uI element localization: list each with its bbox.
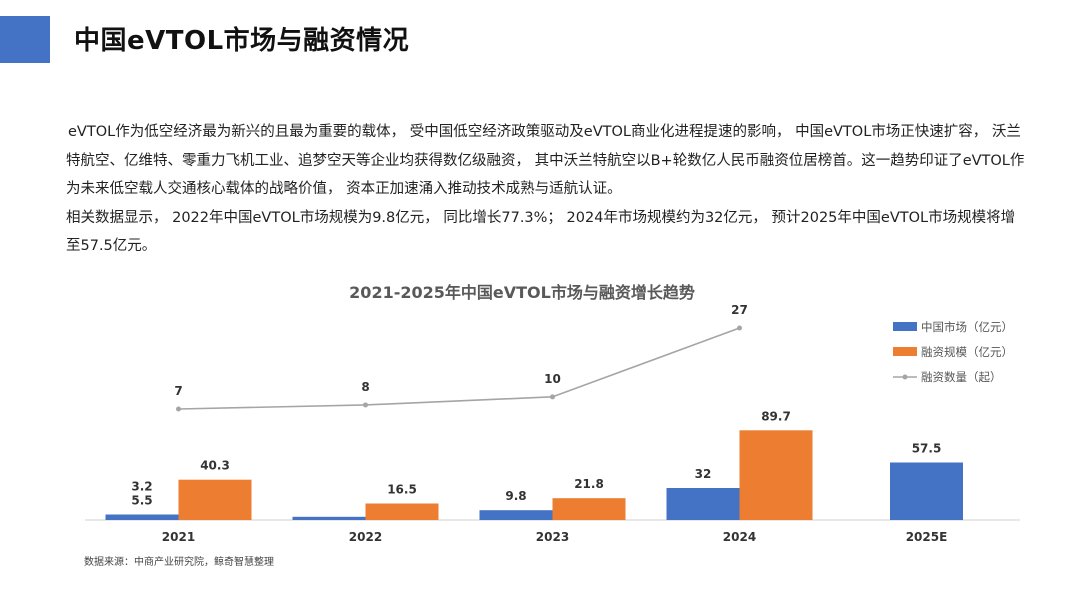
line-point	[550, 394, 555, 400]
bar-value-label: 89.7	[761, 409, 791, 423]
bar-financing	[739, 430, 813, 520]
chart-title: 2021-2025年中国eVTOL市场与融资增长趋势	[349, 283, 695, 302]
bar-value-label: 21.8	[574, 477, 604, 491]
bar-value-label: 57.5	[912, 442, 942, 456]
x-tick-label: 2025E	[906, 530, 948, 544]
bar-value-label: 9.8	[505, 489, 526, 503]
data-source-note: 数据来源：中商产业研究院，鲸奇智慧整理	[84, 557, 274, 568]
x-tick-label: 2024	[723, 530, 756, 544]
legend-label: 融资数量（起）	[921, 370, 1002, 384]
x-tick-label: 2021	[162, 530, 195, 544]
line-value-label: 7	[174, 384, 182, 398]
line-point	[363, 402, 368, 408]
x-tick-label: 2022	[349, 530, 382, 544]
bar-market	[666, 488, 740, 520]
line-value-label: 8	[361, 380, 369, 394]
bar-value-label: 5.5	[131, 494, 152, 508]
x-tick-label: 2023	[536, 530, 569, 544]
legend-label: 融资规模（亿元）	[921, 345, 1013, 359]
bar-market	[479, 510, 553, 520]
legend-swatch-count-marker	[902, 374, 908, 380]
line-value-label: 10	[544, 372, 561, 386]
legend-swatch-market	[893, 322, 917, 331]
line-financing-count	[178, 327, 740, 410]
paragraph-1: eVTOL作为低空经济最为新兴的且最为重要的载体， 受中国低空经济政策驱动及eV…	[66, 124, 1025, 197]
line-point	[737, 325, 742, 331]
bar-financing	[178, 479, 252, 520]
bar-financing	[552, 498, 626, 520]
bar-value-label-extra: 3.2	[131, 480, 152, 494]
bar-financing	[365, 503, 439, 520]
legend-label: 中国市场（亿元）	[921, 320, 1013, 334]
body-text: eVTOL作为低空经济最为新兴的且最为重要的载体， 受中国低空经济政策驱动及eV…	[66, 118, 1026, 261]
page-title: 中国eVTOL市场与融资情况	[74, 26, 410, 56]
bar-value-label: 40.3	[200, 459, 230, 473]
market-financing-chart: 2021-2025年中国eVTOL市场与融资增长趋势 2021 5.5 40.3 202…	[85, 283, 1020, 544]
bar-market	[105, 514, 179, 520]
legend-swatch-financing	[893, 347, 917, 356]
line-point	[176, 406, 181, 412]
line-value-label: 27	[731, 303, 748, 317]
bar-value-label: 32	[695, 467, 712, 481]
bar-value-label: 16.5	[387, 483, 417, 497]
bar-market	[890, 462, 963, 520]
bar-market	[292, 516, 366, 520]
title-accent-block	[0, 16, 50, 63]
paragraph-2: 相关数据显示， 2022年中国eVTOL市场规模为9.8亿元， 同比增长77.3…	[66, 209, 1016, 255]
